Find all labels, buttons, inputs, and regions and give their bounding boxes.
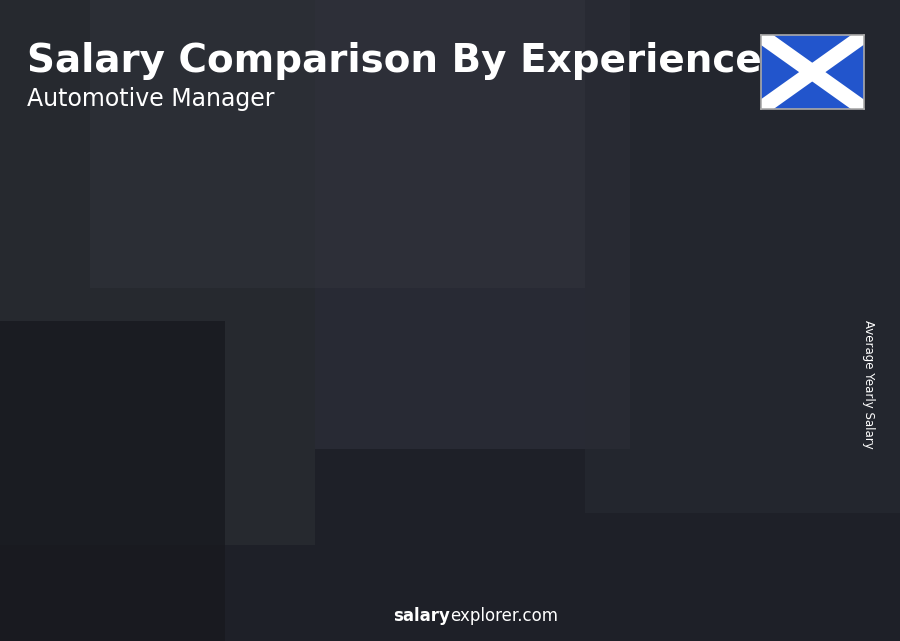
Bar: [139, 444, 143, 564]
Text: +19%: +19%: [392, 267, 454, 286]
Bar: [585, 0, 900, 513]
Text: +34%: +34%: [267, 310, 328, 329]
Text: Automotive Manager: Automotive Manager: [27, 87, 274, 110]
Text: 104,000 GBP: 104,000 GBP: [0, 458, 69, 471]
Bar: [200, 404, 269, 564]
Bar: [265, 404, 269, 564]
Text: explorer.com: explorer.com: [450, 607, 558, 625]
Bar: [326, 350, 395, 564]
Bar: [315, 0, 630, 449]
Bar: [642, 288, 646, 564]
Text: Salary Comparison By Experience: Salary Comparison By Experience: [27, 42, 761, 79]
Text: 220,000 GBP: 220,000 GBP: [460, 322, 556, 335]
Text: salary: salary: [393, 607, 450, 625]
Bar: [577, 288, 646, 564]
Text: 185,000 GBP: 185,000 GBP: [335, 361, 430, 374]
Text: +7%: +7%: [651, 233, 698, 253]
Text: +32%: +32%: [141, 367, 202, 386]
Text: 238,000 GBP: 238,000 GBP: [584, 303, 680, 315]
Bar: [390, 350, 395, 564]
Bar: [451, 310, 520, 564]
Text: Average Yearly Salary: Average Yearly Salary: [862, 320, 875, 449]
Text: 138,000 GBP: 138,000 GBP: [207, 412, 303, 425]
Bar: [90, 0, 585, 288]
Bar: [0, 0, 315, 545]
Bar: [516, 310, 520, 564]
Text: 255,000 GBP: 255,000 GBP: [710, 283, 806, 297]
Bar: [767, 269, 772, 564]
Bar: [0, 320, 225, 641]
Text: +8%: +8%: [525, 251, 572, 270]
Bar: [74, 444, 143, 564]
Bar: [703, 269, 772, 564]
